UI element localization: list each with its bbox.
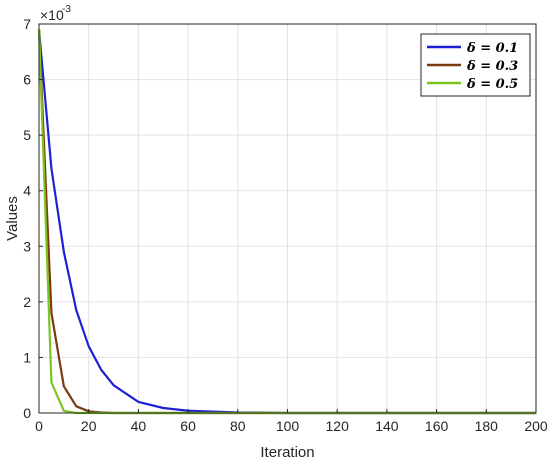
y-tick-label: 4 — [23, 183, 31, 199]
x-axis-label: Iteration — [260, 444, 314, 461]
legend-label-2: δ = 0.3 — [466, 59, 518, 74]
x-tick-label: 60 — [180, 418, 196, 434]
x-tick-label: 20 — [81, 418, 97, 434]
y-tick-label: 2 — [23, 294, 31, 310]
x-tick-label: 80 — [230, 418, 246, 434]
y-exponent-base: ×10 — [40, 7, 64, 23]
y-tick-label: 3 — [23, 238, 31, 254]
y-tick-label: 5 — [23, 127, 31, 143]
y-tick-label: 7 — [23, 16, 31, 32]
x-tick-label: 120 — [326, 418, 350, 434]
legend-label-3: δ = 0.5 — [466, 77, 518, 92]
x-axis-ticks: 0 20 40 60 80 100 120 140 160 180 200 — [35, 409, 548, 434]
x-tick-label: 200 — [524, 418, 548, 434]
x-tick-label: 160 — [425, 418, 449, 434]
y-tick-label: 0 — [23, 405, 31, 421]
y-tick-label: 6 — [23, 72, 31, 88]
y-axis-label: Values — [4, 196, 21, 241]
x-tick-label: 180 — [475, 418, 499, 434]
x-tick-label: 0 — [35, 418, 43, 434]
y-axis-exponent: ×10 -3 — [40, 4, 71, 23]
legend-label-1: δ = 0.1 — [466, 41, 518, 56]
y-tick-label: 1 — [23, 349, 31, 365]
y-exponent-power: -3 — [62, 4, 71, 15]
legend: δ = 0.1 δ = 0.3 δ = 0.5 — [420, 33, 531, 97]
y-axis-ticks: 0 1 2 3 4 5 6 7 — [23, 16, 43, 421]
x-tick-label: 140 — [375, 418, 399, 434]
x-tick-label: 40 — [131, 418, 147, 434]
x-tick-label: 100 — [276, 418, 300, 434]
